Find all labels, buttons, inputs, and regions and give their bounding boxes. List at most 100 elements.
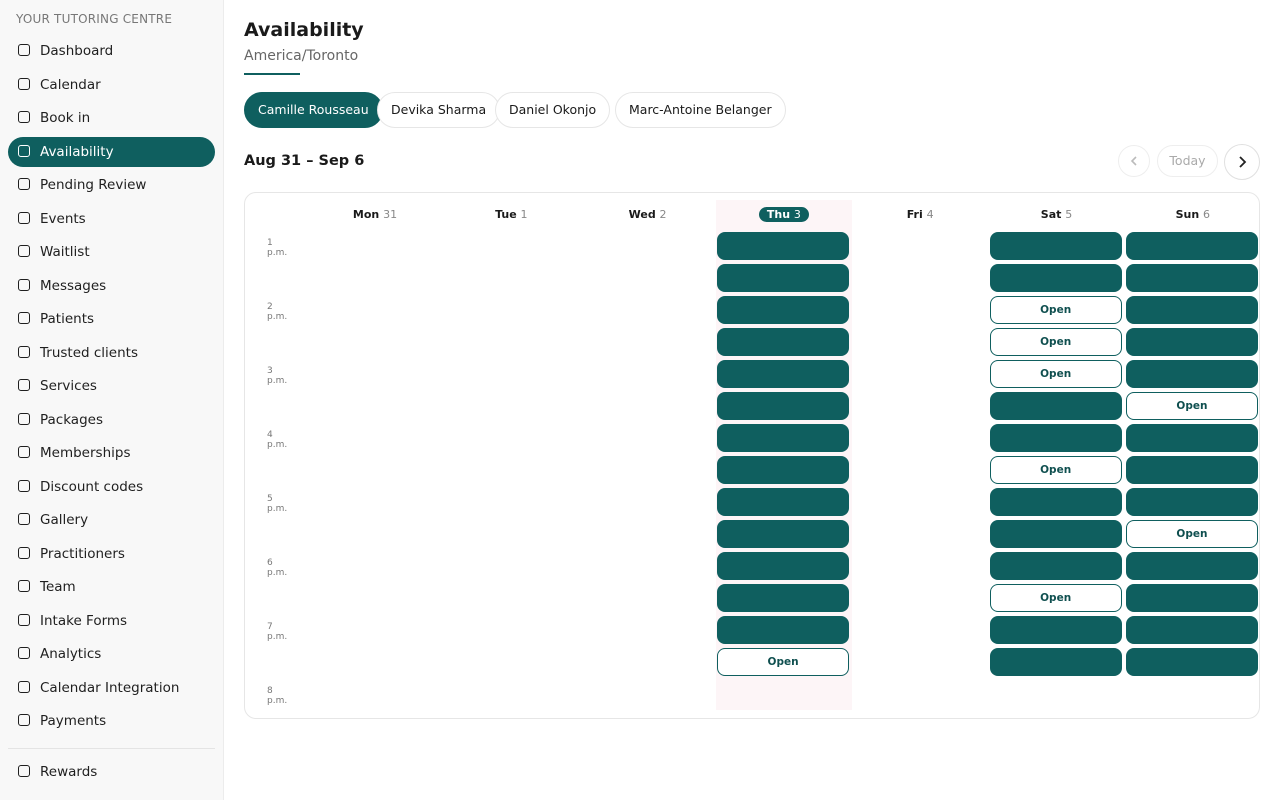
nav-item[interactable]: Messages [8, 271, 215, 301]
next-week[interactable] [1224, 144, 1260, 180]
nav-item[interactable]: Rewards [8, 757, 215, 787]
time-label: 6 p.m. [267, 558, 288, 578]
booked-slot[interactable] [1125, 552, 1259, 580]
nav-item[interactable]: Practitioners [8, 539, 215, 569]
booked-slot[interactable] [716, 296, 850, 324]
booked-slot[interactable] [716, 616, 850, 644]
practitioner-tab[interactable]: Devika Sharma [377, 92, 501, 128]
nav-item[interactable]: Trusted clients [8, 338, 215, 368]
nav-icon [18, 613, 30, 626]
booked-slot[interactable] [989, 552, 1122, 580]
booked-slot[interactable] [1125, 360, 1259, 388]
nav-item[interactable]: Availability [8, 136, 215, 167]
org-name: YOUR TUTORING CENTRE [16, 12, 173, 26]
booked-slot[interactable] [1125, 424, 1259, 452]
booked-slot[interactable] [989, 616, 1122, 644]
booked-slot[interactable] [716, 520, 850, 548]
booked-slot[interactable] [716, 360, 850, 388]
nav-icon [18, 412, 30, 425]
time-label: 3 p.m. [267, 366, 288, 386]
nav-label: Calendar [40, 76, 101, 93]
week-range: Aug 31 – Sep 6 [244, 153, 365, 169]
booked-slot[interactable] [989, 488, 1122, 516]
nav-icon [18, 312, 30, 324]
nav-item[interactable]: Book in [8, 103, 215, 133]
underline [244, 73, 300, 75]
open-slot[interactable]: Open [989, 456, 1122, 484]
open-slot[interactable]: Open [1125, 392, 1259, 420]
nav-item[interactable]: Packages [8, 405, 215, 435]
nav-item[interactable]: Calendar [8, 70, 215, 100]
booked-slot[interactable] [716, 424, 850, 452]
nav-item[interactable]: Services [8, 371, 215, 401]
prev-week[interactable] [1118, 145, 1150, 177]
nav-item[interactable]: Gallery [8, 505, 215, 535]
booked-slot[interactable] [716, 232, 850, 260]
booked-slot[interactable] [1125, 456, 1259, 484]
booked-slot[interactable] [1125, 584, 1259, 612]
nav-item[interactable]: Patients [8, 304, 215, 334]
chevron-left [1130, 156, 1137, 166]
day-date: 3 [793, 208, 801, 221]
booked-slot[interactable] [1125, 488, 1259, 516]
booked-slot[interactable] [1125, 328, 1259, 356]
nav-label: Team [40, 579, 76, 595]
day-label: Tue 1 [495, 208, 527, 221]
nav-item[interactable]: Team [8, 572, 215, 602]
practitioner-tab[interactable]: Daniel Okonjo [495, 92, 611, 128]
nav-item[interactable]: Analytics [8, 639, 215, 669]
nav-item[interactable]: Discount codes [8, 472, 215, 502]
day-date: 1 [520, 208, 528, 221]
nav-icon [18, 278, 30, 291]
nav-item[interactable]: Payments [8, 706, 215, 736]
open-slot[interactable]: Open [989, 328, 1122, 356]
calendar-card [244, 192, 1260, 719]
nav-item[interactable]: Events [8, 204, 215, 234]
nav-item[interactable]: Calendar Integration [8, 673, 215, 703]
nav-item[interactable]: Intake Forms [8, 606, 215, 636]
booked-slot[interactable] [716, 328, 850, 356]
booked-slot[interactable] [716, 552, 850, 580]
open-slot[interactable]: Open [989, 584, 1122, 612]
day-name: Wed [628, 208, 656, 221]
practitioner-tab[interactable]: Camille Rousseau [244, 92, 383, 128]
nav-label: Book in [40, 110, 91, 126]
day-label: Wed 2 [629, 208, 667, 221]
nav-label: Payments [40, 713, 107, 729]
nav-icon [18, 178, 30, 190]
booked-slot[interactable] [989, 392, 1122, 420]
booked-slot[interactable] [989, 424, 1122, 452]
open-slot[interactable]: Open [1125, 520, 1259, 548]
day-label: Sat 5 [1041, 208, 1072, 221]
booked-slot[interactable] [716, 488, 850, 516]
open-slot[interactable]: Open [716, 648, 850, 676]
booked-slot[interactable] [1125, 648, 1259, 676]
day-label: Fri 4 [907, 208, 934, 221]
booked-slot[interactable] [716, 456, 850, 484]
nav-item[interactable]: Pending Review [8, 170, 215, 200]
booked-slot[interactable] [716, 584, 850, 612]
booked-slot[interactable] [1125, 296, 1259, 324]
booked-slot[interactable] [716, 264, 850, 292]
day-header: Sat 5 [989, 206, 1125, 224]
open-slot[interactable]: Open [989, 360, 1122, 388]
time-label: 2 p.m. [267, 302, 288, 322]
practitioner-tab[interactable]: Marc-Antoine Belanger [615, 92, 786, 128]
nav-item[interactable]: Memberships [8, 438, 215, 468]
booked-slot[interactable] [1125, 264, 1259, 292]
booked-slot[interactable] [1125, 232, 1259, 260]
booked-slot[interactable] [989, 232, 1122, 260]
today-button[interactable]: Today [1157, 145, 1218, 177]
nav-icon [18, 245, 30, 257]
day-header: Thu 3 [716, 206, 852, 224]
nav-item[interactable]: Dashboard [8, 36, 215, 66]
booked-slot[interactable] [989, 264, 1122, 292]
nav-item[interactable]: Waitlist [8, 237, 215, 267]
day-label: Thu 3 [758, 207, 809, 222]
booked-slot[interactable] [1125, 616, 1259, 644]
booked-slot[interactable] [989, 520, 1122, 548]
booked-slot[interactable] [989, 648, 1122, 676]
booked-slot[interactable] [716, 392, 850, 420]
open-slot[interactable]: Open [989, 296, 1122, 324]
nav-label: Discount codes [40, 478, 144, 495]
